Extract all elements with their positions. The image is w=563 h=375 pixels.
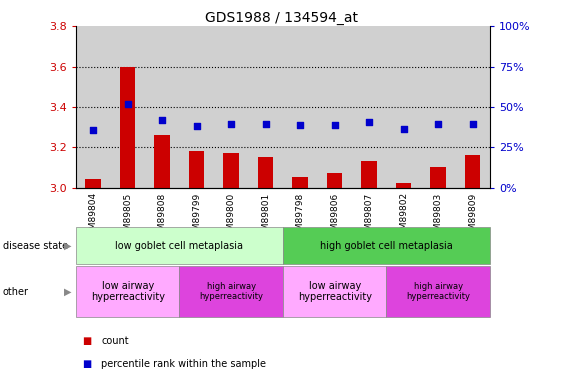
Text: low airway
hyperreactivity: low airway hyperreactivity bbox=[298, 281, 372, 302]
Bar bbox=[224, 153, 239, 188]
Text: low goblet cell metaplasia: low goblet cell metaplasia bbox=[115, 241, 243, 250]
Point bbox=[296, 122, 305, 128]
Bar bbox=[465, 155, 480, 188]
Bar bbox=[386, 266, 490, 317]
Point bbox=[227, 121, 236, 127]
Bar bbox=[110, 26, 145, 188]
Bar bbox=[76, 26, 110, 188]
Point bbox=[89, 127, 98, 133]
Bar bbox=[292, 177, 308, 188]
Bar bbox=[327, 173, 342, 188]
Bar bbox=[189, 151, 204, 188]
Text: count: count bbox=[101, 336, 129, 346]
Point bbox=[261, 121, 270, 127]
Bar bbox=[76, 227, 283, 264]
Point bbox=[330, 122, 339, 128]
Point bbox=[123, 101, 132, 107]
Point bbox=[434, 121, 443, 127]
Bar bbox=[86, 180, 101, 188]
Bar bbox=[421, 26, 455, 188]
Point bbox=[399, 126, 408, 132]
Bar bbox=[76, 266, 180, 317]
Bar bbox=[430, 167, 446, 188]
Text: ■: ■ bbox=[82, 359, 91, 369]
Bar bbox=[361, 161, 377, 188]
Bar bbox=[386, 26, 421, 188]
Text: ■: ■ bbox=[82, 336, 91, 346]
Bar bbox=[214, 26, 248, 188]
Point bbox=[158, 117, 167, 123]
Bar bbox=[283, 266, 386, 317]
Bar bbox=[283, 227, 490, 264]
Text: high airway
hyperreactivity: high airway hyperreactivity bbox=[199, 282, 263, 301]
Bar bbox=[120, 67, 136, 188]
Bar bbox=[352, 26, 386, 188]
Bar bbox=[318, 26, 352, 188]
Point bbox=[468, 121, 477, 127]
Text: high goblet cell metaplasia: high goblet cell metaplasia bbox=[320, 241, 453, 250]
Bar bbox=[248, 26, 283, 188]
Bar bbox=[283, 26, 318, 188]
Point bbox=[365, 119, 374, 125]
Text: percentile rank within the sample: percentile rank within the sample bbox=[101, 359, 266, 369]
Text: GDS1988 / 134594_at: GDS1988 / 134594_at bbox=[205, 11, 358, 25]
Text: low airway
hyperreactivity: low airway hyperreactivity bbox=[91, 281, 165, 302]
Bar bbox=[180, 266, 283, 317]
Bar bbox=[180, 26, 214, 188]
Bar bbox=[154, 135, 170, 188]
Bar bbox=[396, 183, 412, 188]
Text: ▶: ▶ bbox=[64, 241, 72, 250]
Bar bbox=[455, 26, 490, 188]
Bar bbox=[258, 157, 274, 188]
Text: ▶: ▶ bbox=[64, 286, 72, 297]
Text: disease state: disease state bbox=[3, 241, 68, 250]
Text: other: other bbox=[3, 286, 29, 297]
Bar bbox=[145, 26, 180, 188]
Text: high airway
hyperreactivity: high airway hyperreactivity bbox=[406, 282, 470, 301]
Point bbox=[192, 123, 201, 129]
